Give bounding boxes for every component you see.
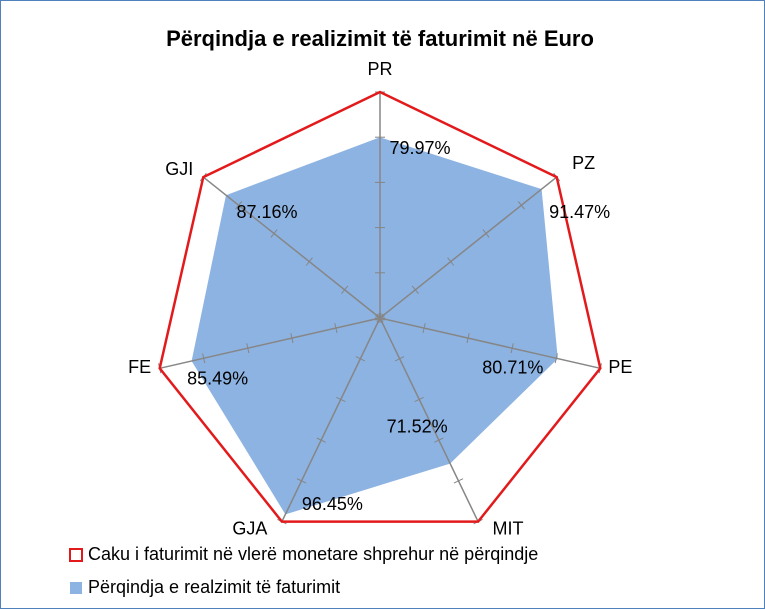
category-label: PR — [367, 59, 392, 79]
legend-swatch — [70, 582, 82, 594]
legend-label: Përqindja e realzimit të faturimit — [88, 577, 340, 597]
tick-mark — [270, 229, 278, 238]
category-label: GJI — [165, 159, 193, 179]
tick-mark — [376, 313, 384, 323]
tick-mark — [394, 356, 405, 362]
data-label: 87.16% — [236, 202, 297, 222]
legend-swatch — [69, 548, 83, 562]
tick-mark — [517, 201, 525, 210]
category-label: MIT — [493, 518, 524, 538]
tick-mark — [466, 333, 470, 344]
spoke — [202, 176, 381, 319]
category-label: GJA — [232, 518, 267, 538]
tick-mark — [305, 257, 313, 266]
tick-mark — [341, 285, 349, 295]
tick-mark — [296, 478, 307, 484]
chart-title: Përqindja e realizimit të faturimit në E… — [166, 26, 594, 51]
category-label: FE — [128, 357, 151, 377]
spoke — [379, 176, 558, 319]
tick-mark — [316, 437, 326, 443]
data-label: 96.45% — [302, 494, 363, 514]
tick-mark — [554, 353, 558, 364]
tick-mark — [202, 353, 206, 364]
radar-area — [191, 137, 558, 515]
tick-mark — [246, 343, 250, 354]
tick-mark — [334, 323, 338, 334]
data-label: 79.97% — [389, 138, 450, 158]
tick-mark — [411, 285, 419, 295]
tick-mark — [355, 356, 366, 362]
tick-mark — [336, 396, 346, 403]
data-label: 91.47% — [549, 202, 610, 222]
tick-mark — [235, 201, 243, 210]
data-label: 85.49% — [187, 369, 248, 389]
legend-label: Caku i faturimit në vlerë monetare shpre… — [88, 544, 538, 564]
category-label: PE — [608, 357, 632, 377]
data-label: 71.52% — [387, 416, 448, 436]
spoke — [281, 317, 381, 522]
tick-mark — [510, 343, 514, 354]
tick-mark — [422, 323, 426, 334]
tick-mark — [447, 257, 455, 266]
radar-line — [158, 90, 602, 523]
spoke — [379, 317, 479, 522]
tick-mark — [482, 229, 490, 238]
tick-mark — [453, 478, 464, 484]
spoke — [159, 317, 381, 370]
spoke — [379, 317, 601, 370]
category-label: PZ — [572, 153, 595, 173]
data-label: 80.71% — [482, 357, 543, 377]
tick-mark — [414, 396, 424, 403]
tick-mark — [434, 437, 444, 443]
tick-mark — [290, 333, 294, 344]
